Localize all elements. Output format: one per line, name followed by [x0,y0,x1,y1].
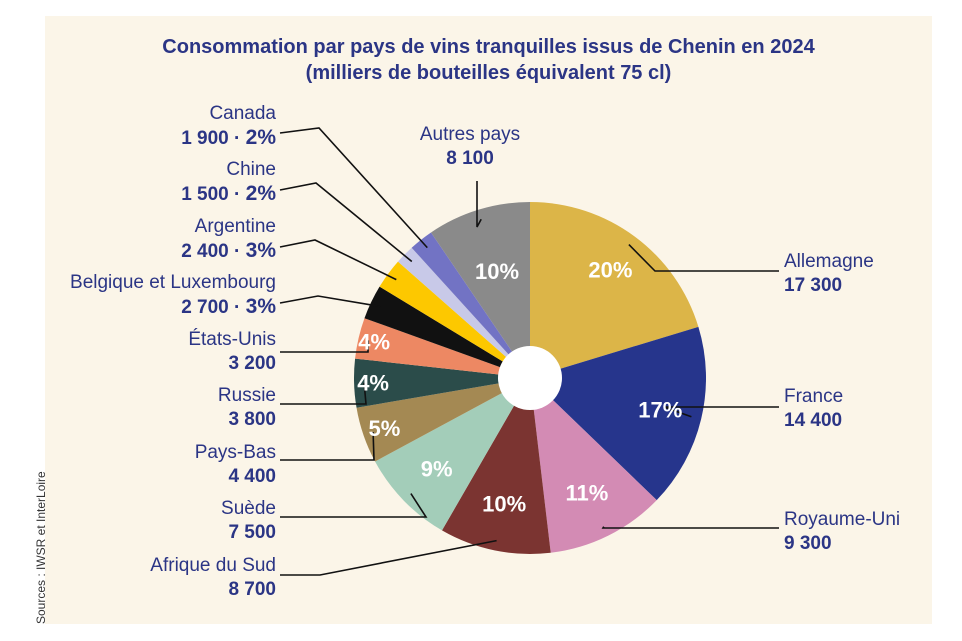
pie-slice-etats-unis [355,318,530,378]
label-russie: Russie 3 800 [218,384,276,432]
leader-line-royaume-uni [601,526,779,529]
label-pays-bas: Pays-Bas 4 400 [195,441,276,489]
leader-line-belgique-et-luxembourg [279,295,381,308]
pie-slice-russie [354,358,530,408]
label-autres-pays-name: Autres pays [419,124,521,145]
slice-percent-allemagne: 20% [588,258,632,283]
label-allemagne: Allemagne 17 300 [784,250,874,298]
leader-line-canada [279,127,428,249]
leader-line-russie [280,382,367,405]
slice-percent-autres-pays: 10% [475,259,519,284]
label-chine-percent: 2% [245,182,276,205]
label-suede: Suède 7 500 [221,497,276,545]
slice-percent-suede: 9% [421,457,453,482]
label-chine-value: 1 500 · [181,184,246,205]
label-etats-unis-value: 3 200 [228,353,276,374]
label-argentine-percent: 3% [245,239,276,262]
label-argentine-name: Argentine [194,216,276,237]
label-chine: Chine 1 500 · 2% [181,158,276,207]
pie-slice-chine [398,247,530,378]
label-belgique-luxembourg-name: Belgique et Luxembourg [70,272,276,293]
leader-line-etats-unis [280,340,370,353]
leader-line-suede [280,493,428,518]
pie-slice-argentine [379,261,530,378]
pie-slice-allemagne [530,202,699,378]
leader-line-pays-bas [280,432,375,461]
label-autres-pays: Autres pays 8 100 [400,123,540,171]
label-canada-name: Canada [209,103,276,124]
slice-percent-pays-bas: 5% [369,416,401,441]
source-note: Sources : IWSR et InterLoire [34,471,48,624]
leader-line-chine [279,182,413,263]
label-pays-bas-value: 4 400 [228,466,276,487]
chart-title-line: Consommation par pays de vins tranquille… [162,36,815,58]
label-belgique-luxembourg-value: 2 700 · [181,297,246,318]
label-russie-name: Russie [217,385,276,406]
label-afrique-du-sud-name: Afrique du Sud [150,555,276,576]
label-royaume-uni: Royaume-Uni 9 300 [784,508,900,556]
label-afrique-du-sud-value: 8 700 [228,579,276,600]
leader-line-france [663,406,779,418]
label-canada-percent: 2% [245,126,276,149]
slice-percent-etats-unis: 4% [358,330,390,355]
label-royaume-uni-name: Royaume-Uni [784,509,901,530]
label-belgique-luxembourg-percent: 3% [245,295,276,318]
label-argentine: Argentine 2 400 · 3% [181,215,276,264]
slice-percent-afrique-du-sud: 10% [482,491,526,516]
slice-percent-france: 17% [638,397,682,422]
label-suede-name: Suède [221,498,276,519]
chart-title: Consommation par pays de vins tranquille… [45,34,932,86]
donut-hole [498,346,562,410]
label-allemagne-name: Allemagne [784,251,874,272]
slice-percent-russie: 4% [357,371,389,396]
label-france: France 14 400 [784,385,843,433]
label-france-name: France [784,386,844,407]
label-etats-unis: États-Unis 3 200 [188,328,276,376]
leader-line-autres-pays [476,181,482,228]
pie-slice-pays-bas [356,378,530,462]
label-chine-name: Chine [226,159,276,180]
leader-line-afrique-du-sud [280,539,497,576]
pie-slice-france [530,326,707,501]
pie-slice-belgique-et-luxembourg [364,286,530,378]
label-canada: Canada 1 900 · 2% [181,102,276,151]
leader-line-allemagne [628,244,779,272]
label-afrique-du-sud: Afrique du Sud 8 700 [150,554,276,602]
label-suede-value: 7 500 [228,522,276,543]
label-canada-value: 1 900 · [181,128,246,149]
label-allemagne-value: 17 300 [784,275,843,296]
chart-subtitle: (milliers de bouteilles équivalent 75 cl… [305,62,672,84]
label-autres-pays-value: 8 100 [446,148,494,169]
label-etats-unis-name: États-Unis [188,329,276,350]
pie-slice-suede [375,378,530,531]
pie-slice-autres-pays [431,202,530,378]
pie-slice-royaume-uni [530,378,657,553]
label-france-value: 14 400 [784,410,843,431]
pie-slice-afrique-du-sud [442,378,551,555]
slice-percent-royaume-uni: 11% [565,481,608,506]
label-russie-value: 3 800 [228,409,276,430]
label-pays-bas-name: Pays-Bas [194,442,276,463]
pie-slice-canada [411,232,530,378]
label-argentine-value: 2 400 · [181,241,246,262]
label-belgique-luxembourg: Belgique et Luxembourg 2 700 · 3% [70,271,276,320]
label-royaume-uni-value: 9 300 [784,533,832,554]
leader-line-argentine [279,239,397,281]
